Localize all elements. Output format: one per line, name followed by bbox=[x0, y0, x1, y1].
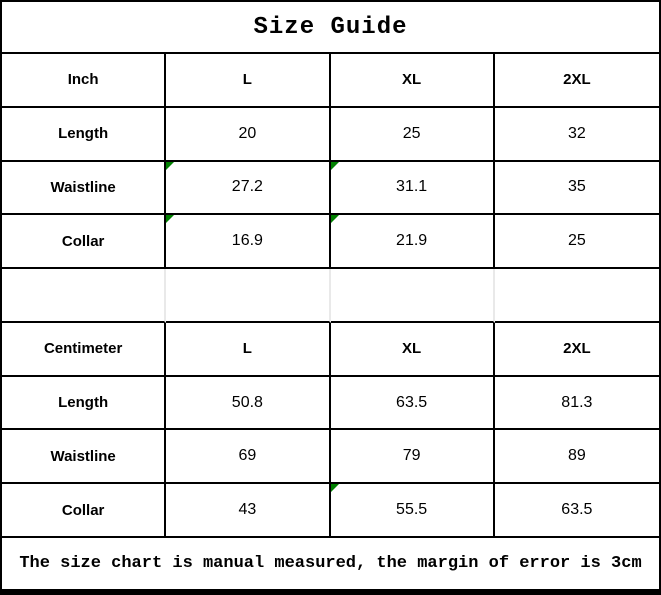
row-label-inch-length: Length bbox=[2, 107, 167, 162]
value-cm-waistline-xl: 79 bbox=[330, 430, 495, 485]
value-inch-length-xl: 25 bbox=[330, 107, 495, 162]
value-inch-length-2xl: 32 bbox=[494, 108, 659, 162]
size-header-inch-l: L bbox=[166, 54, 331, 108]
value-cm-length-l: 50.8 bbox=[166, 376, 331, 431]
value-inch-waistline-l: 27.2 bbox=[166, 161, 331, 216]
value-inch-length-l: 20 bbox=[166, 107, 331, 162]
value-cm-waistline-l: 69 bbox=[166, 430, 331, 485]
row-label-cm-length: Length bbox=[2, 376, 167, 431]
comment-marker-icon bbox=[166, 161, 175, 170]
size-header-cm-2xl: 2XL bbox=[494, 323, 659, 377]
size-header-inch-2xl: 2XL bbox=[494, 54, 659, 108]
empty-cell bbox=[330, 269, 495, 323]
value-inch-collar-2xl: 25 bbox=[494, 215, 659, 270]
row-label-cm-waistline: Waistline bbox=[2, 430, 167, 485]
unit-header-centimeter: Centimeter bbox=[2, 322, 167, 377]
value-cm-length-2xl: 81.3 bbox=[494, 377, 659, 431]
value-inch-waistline-xl: 31.1 bbox=[330, 161, 495, 216]
value-inch-waistline-2xl: 35 bbox=[494, 162, 659, 216]
value-inch-collar-xl: 21.9 bbox=[330, 215, 495, 270]
empty-cell bbox=[494, 269, 659, 323]
size-grid: Inch L XL 2XL Length 20 25 32 Waistline … bbox=[2, 54, 659, 538]
empty-cell bbox=[2, 269, 167, 323]
footer-note: The size chart is manual measured, the m… bbox=[19, 554, 642, 573]
row-label-cm-collar: Collar bbox=[2, 484, 167, 538]
value-cm-collar-l: 43 bbox=[166, 484, 331, 538]
comment-marker-icon bbox=[330, 161, 339, 170]
value-cm-collar-2xl: 63.5 bbox=[494, 484, 659, 538]
comment-marker-icon bbox=[166, 215, 175, 224]
size-header-cm-l: L bbox=[166, 322, 331, 377]
row-label-inch-waistline: Waistline bbox=[2, 161, 167, 216]
value-cm-length-xl: 63.5 bbox=[330, 376, 495, 431]
comment-marker-icon bbox=[330, 484, 339, 493]
size-header-inch-xl: XL bbox=[330, 54, 495, 108]
comment-marker-icon bbox=[330, 215, 339, 224]
value-inch-collar-l: 16.9 bbox=[166, 215, 331, 270]
page-title: Size Guide bbox=[2, 2, 659, 54]
size-header-cm-xl: XL bbox=[330, 322, 495, 377]
unit-header-inch: Inch bbox=[2, 54, 167, 108]
row-label-inch-collar: Collar bbox=[2, 215, 167, 270]
empty-cell bbox=[166, 269, 331, 323]
value-cm-collar-xl: 55.5 bbox=[330, 484, 495, 538]
value-cm-waistline-2xl: 89 bbox=[494, 430, 659, 485]
